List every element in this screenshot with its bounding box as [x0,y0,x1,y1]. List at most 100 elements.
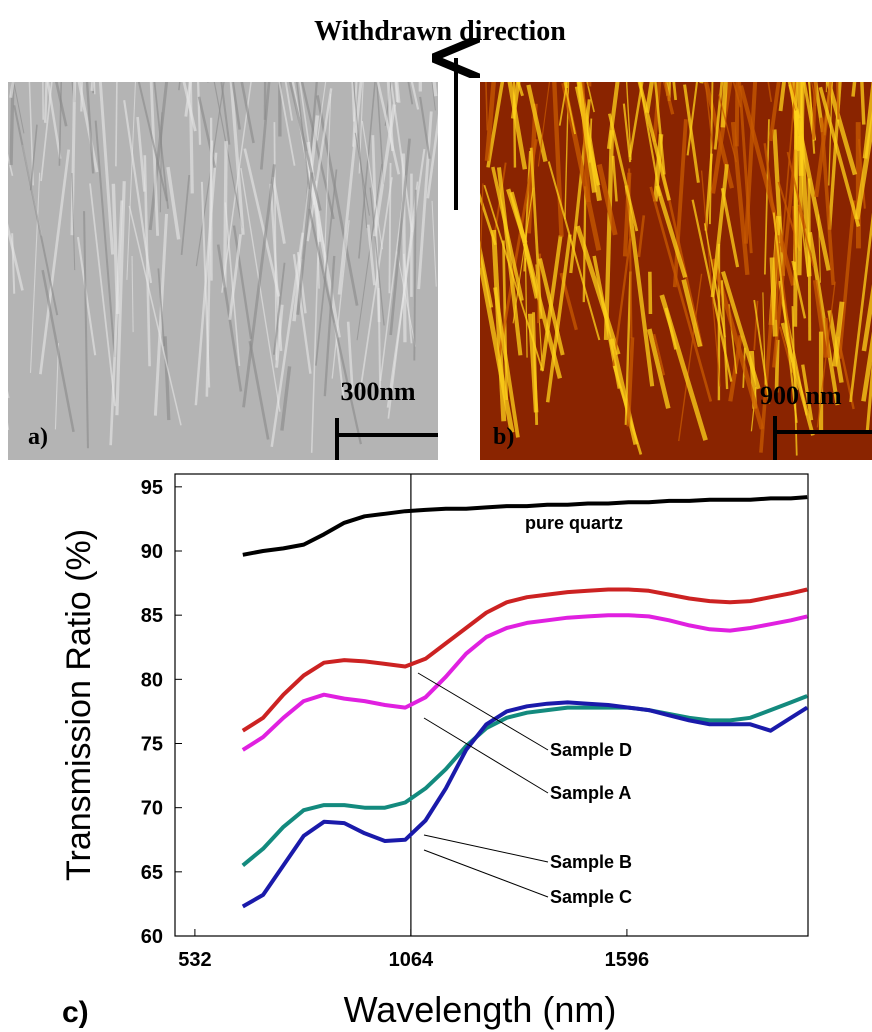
fiber [704,153,713,231]
fiber [778,82,786,112]
fiber [231,82,241,130]
fiber [807,231,840,406]
fiber [552,82,564,237]
fiber [683,84,700,183]
fiber [710,164,729,298]
fiber [654,82,666,175]
fiber [331,220,350,379]
fiber [860,82,866,125]
fiber [780,82,797,253]
series-line [241,587,808,733]
fiber [611,155,618,202]
fiber [93,82,96,95]
fiber [537,258,565,356]
fiber [207,82,210,83]
fiber [824,317,831,359]
fiber [622,172,632,257]
fiber [626,337,635,427]
fiber [123,100,153,284]
panel-label: a) [28,424,48,450]
fiber [767,82,773,102]
fiber [786,151,807,229]
fiber [275,304,284,368]
x-tick-label: 1596 [605,949,650,971]
fiber [188,82,194,194]
fiber [401,153,407,343]
fiber [493,287,520,438]
fiber [814,82,834,198]
fiber [480,252,515,433]
fiber [510,82,521,119]
fiber [426,113,438,199]
fiber [288,82,322,211]
fiber [772,212,798,423]
fiber [644,82,654,113]
fiber [769,257,778,337]
fiber [686,82,699,156]
fiber [46,82,62,159]
fiber [653,134,664,202]
fiber [703,223,726,338]
fiber [801,364,814,421]
fiber [407,82,414,105]
fiber [649,186,713,402]
leader-line [423,717,549,794]
fiber [8,390,10,399]
fiber [126,82,136,280]
series-label: Sample D [550,740,632,760]
fiber [512,187,534,324]
fiber [588,118,593,163]
fiber [491,166,524,301]
x-tick-label: 1064 [389,949,434,971]
series-line [241,613,808,752]
fiber [323,255,336,397]
fiber [827,309,844,383]
sem-image [8,82,438,460]
fiber [376,82,385,185]
fiber [612,238,632,367]
y-tick-label: 65 [141,862,163,884]
fiber [89,183,116,407]
series-line [242,495,808,557]
fiber [432,82,438,97]
fiber [607,113,639,232]
fiber [232,225,253,339]
fiber [704,82,714,149]
fiber [547,161,601,341]
fiber [524,258,528,358]
fiber [396,251,416,347]
panel-label: b) [493,424,514,450]
fiber [228,234,242,320]
fiber [793,109,799,327]
fiber [358,82,376,259]
fiber [243,148,281,297]
series-label: Sample B [550,852,632,872]
fiber [768,82,781,142]
fiber [83,211,89,449]
fiber [750,386,757,432]
fiber [29,172,41,373]
y-tick-label: 95 [141,477,163,499]
fiber [743,82,758,244]
fiber [797,206,815,267]
panel-label: c) [62,996,89,1029]
fiber [153,82,169,209]
fiber [224,202,241,366]
fiber [659,294,708,441]
leader-line [423,834,549,863]
fiber [386,82,395,152]
fiber [802,82,817,141]
fiber [655,185,688,278]
fiber [861,283,872,352]
fiber [587,82,592,87]
fiber [667,82,671,102]
fiber [9,82,15,166]
fiber [196,82,202,145]
fiber [353,82,368,229]
fiber [166,166,181,240]
fiber [361,120,384,250]
fiber [647,328,671,409]
fiber [825,82,827,93]
fiber [818,86,861,227]
fiber [240,82,255,144]
